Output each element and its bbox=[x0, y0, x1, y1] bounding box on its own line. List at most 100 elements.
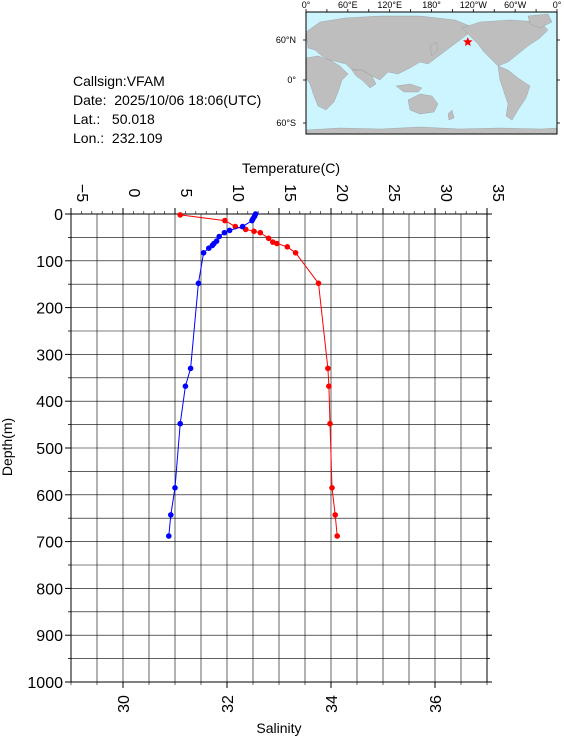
map-latitude-label: 60°S bbox=[276, 118, 296, 128]
temperature-axis-title: Temperature(C) bbox=[242, 160, 340, 176]
salinity-tick-label: 36 bbox=[428, 695, 445, 713]
depth-tick-label: 1000 bbox=[27, 675, 63, 692]
salinity-data-point bbox=[168, 512, 174, 518]
land-eurasia bbox=[305, 15, 471, 81]
salinity-data-point bbox=[216, 233, 222, 240]
salinity-data-point bbox=[206, 245, 212, 251]
temperature-tick-label: 5 bbox=[177, 189, 194, 198]
depth-axis-title: Depth(m) bbox=[0, 418, 15, 476]
temperature-data-point bbox=[222, 217, 228, 224]
salinity-data-point bbox=[239, 223, 246, 230]
salinity-tick-label: 34 bbox=[324, 695, 341, 713]
map-longitude-label: 0° bbox=[553, 0, 562, 10]
salinity-data-point bbox=[221, 229, 228, 236]
lat-value: 50.018 bbox=[111, 111, 155, 127]
salinity-tick-label: 32 bbox=[220, 695, 237, 713]
temperature-data-point bbox=[334, 533, 341, 539]
lon-line: Lon.: 232.109 bbox=[73, 130, 163, 146]
depth-tick-label: 600 bbox=[36, 488, 63, 505]
depth-tick-label: 300 bbox=[36, 347, 63, 364]
salinity-data-point bbox=[226, 227, 233, 234]
depth-axis-ticks: 0 100 200 300 400 500 600 700 800 900 1000 bbox=[27, 207, 492, 692]
callsign-line: Callsign:VFAM bbox=[73, 73, 165, 89]
chart-grid bbox=[70, 213, 488, 683]
temperature-tick-label: 0 bbox=[125, 189, 142, 198]
temperature-data-point bbox=[332, 512, 339, 518]
salinity-tick-label: 30 bbox=[116, 695, 133, 713]
temperature-tick-label: −5 bbox=[73, 184, 90, 202]
land-africa bbox=[305, 55, 349, 111]
map-longitude-labels: 0° 60°E 120°E 180° 120°W 60°W 0° bbox=[302, 0, 562, 10]
salinity-profile-line bbox=[168, 213, 257, 537]
salinity-axis-ticks: 30 32 34 36 bbox=[116, 682, 445, 713]
salinity-data-point bbox=[200, 250, 207, 256]
temperature-data-point bbox=[177, 212, 183, 218]
temperature-data-point bbox=[327, 420, 333, 427]
temperature-data-point bbox=[251, 228, 257, 235]
callsign-value: VFAM bbox=[126, 73, 165, 89]
temperature-data-point bbox=[325, 365, 331, 372]
temperature-tick-label: 30 bbox=[437, 184, 454, 202]
map-longitude-label: 120°E bbox=[377, 0, 402, 10]
land-newzealand bbox=[447, 109, 455, 121]
temperature-tick-label: 35 bbox=[489, 184, 506, 202]
map-longitude-label: 0° bbox=[302, 0, 311, 10]
salinity-data-point bbox=[166, 533, 172, 539]
red-star-icon bbox=[463, 37, 473, 46]
land-north-america bbox=[461, 19, 549, 67]
salinity-axis-title: Salinity bbox=[256, 720, 301, 736]
map-longitude-label: 60°W bbox=[504, 0, 527, 10]
land-indonesia bbox=[395, 83, 423, 93]
temperature-data-point bbox=[292, 250, 299, 256]
temperature-profile-line bbox=[180, 214, 338, 537]
map-longitude-label: 120°W bbox=[460, 0, 488, 10]
lat-line: Lat.: 50.018 bbox=[73, 111, 155, 127]
map-frame-ticks bbox=[303, 9, 560, 124]
date-line: Date: 2025/10/06 18:06(UTC) bbox=[73, 92, 262, 108]
map-land bbox=[305, 13, 558, 135]
temperature-data-point bbox=[274, 240, 280, 247]
temperature-axis-ticks: −5 0 5 10 15 20 25 30 35 bbox=[70, 184, 506, 214]
salinity-data-point bbox=[249, 217, 255, 224]
temperature-tick-label: 15 bbox=[281, 184, 298, 202]
land-japan bbox=[429, 41, 439, 57]
world-map: 0° 60°E 120°E 180° 120°W 60°W 0° 60°N 0° 60°S bbox=[276, 0, 562, 135]
depth-tick-label: 0 bbox=[54, 207, 63, 224]
station-info: Callsign:VFAM Date: 2025/10/06 18:06(UTC… bbox=[73, 72, 261, 148]
land-india bbox=[351, 69, 377, 89]
depth-tick-label: 900 bbox=[36, 628, 63, 645]
map-latitude-label: 60°N bbox=[276, 35, 296, 45]
depth-tick-label: 100 bbox=[36, 254, 63, 271]
temperature-tick-label: 25 bbox=[385, 184, 402, 202]
land-south-america bbox=[497, 65, 531, 121]
land-australia bbox=[407, 93, 439, 115]
temperature-tick-label: 10 bbox=[229, 184, 246, 202]
land-greenland bbox=[527, 13, 553, 29]
map-longitude-label: 60°E bbox=[338, 0, 358, 10]
depth-tick-label: 200 bbox=[36, 301, 63, 318]
temperature-tick-label: 20 bbox=[333, 184, 350, 202]
salinity-data-point bbox=[177, 420, 183, 427]
depth-tick-label: 700 bbox=[36, 535, 63, 552]
map-latitude-label: 0° bbox=[287, 75, 296, 85]
salinity-data-point bbox=[172, 485, 178, 491]
temperature-data-point bbox=[329, 485, 335, 491]
depth-tick-label: 500 bbox=[36, 441, 63, 458]
temperature-data-point bbox=[257, 229, 264, 236]
profile-chart: 0 100 200 300 400 500 600 700 800 900 1000 −5 0 5 10 1… bbox=[0, 160, 506, 736]
temperature-data-point bbox=[315, 280, 322, 287]
lon-value: 232.109 bbox=[111, 130, 163, 146]
date-value: 2025/10/06 18:06(UTC) bbox=[114, 92, 262, 108]
temperature-data-point bbox=[284, 244, 291, 250]
salinity-data-point bbox=[182, 383, 189, 390]
salinity-data-point bbox=[187, 365, 194, 372]
map-longitude-label: 180° bbox=[422, 0, 441, 10]
temperature-data-point bbox=[326, 383, 332, 390]
depth-tick-label: 800 bbox=[36, 581, 63, 598]
data-series bbox=[166, 211, 341, 539]
temperature-data-point bbox=[265, 235, 272, 242]
map-latitude-labels: 60°N 0° 60°S bbox=[276, 35, 297, 128]
depth-tick-label: 400 bbox=[36, 394, 63, 411]
salinity-data-point bbox=[195, 280, 202, 287]
